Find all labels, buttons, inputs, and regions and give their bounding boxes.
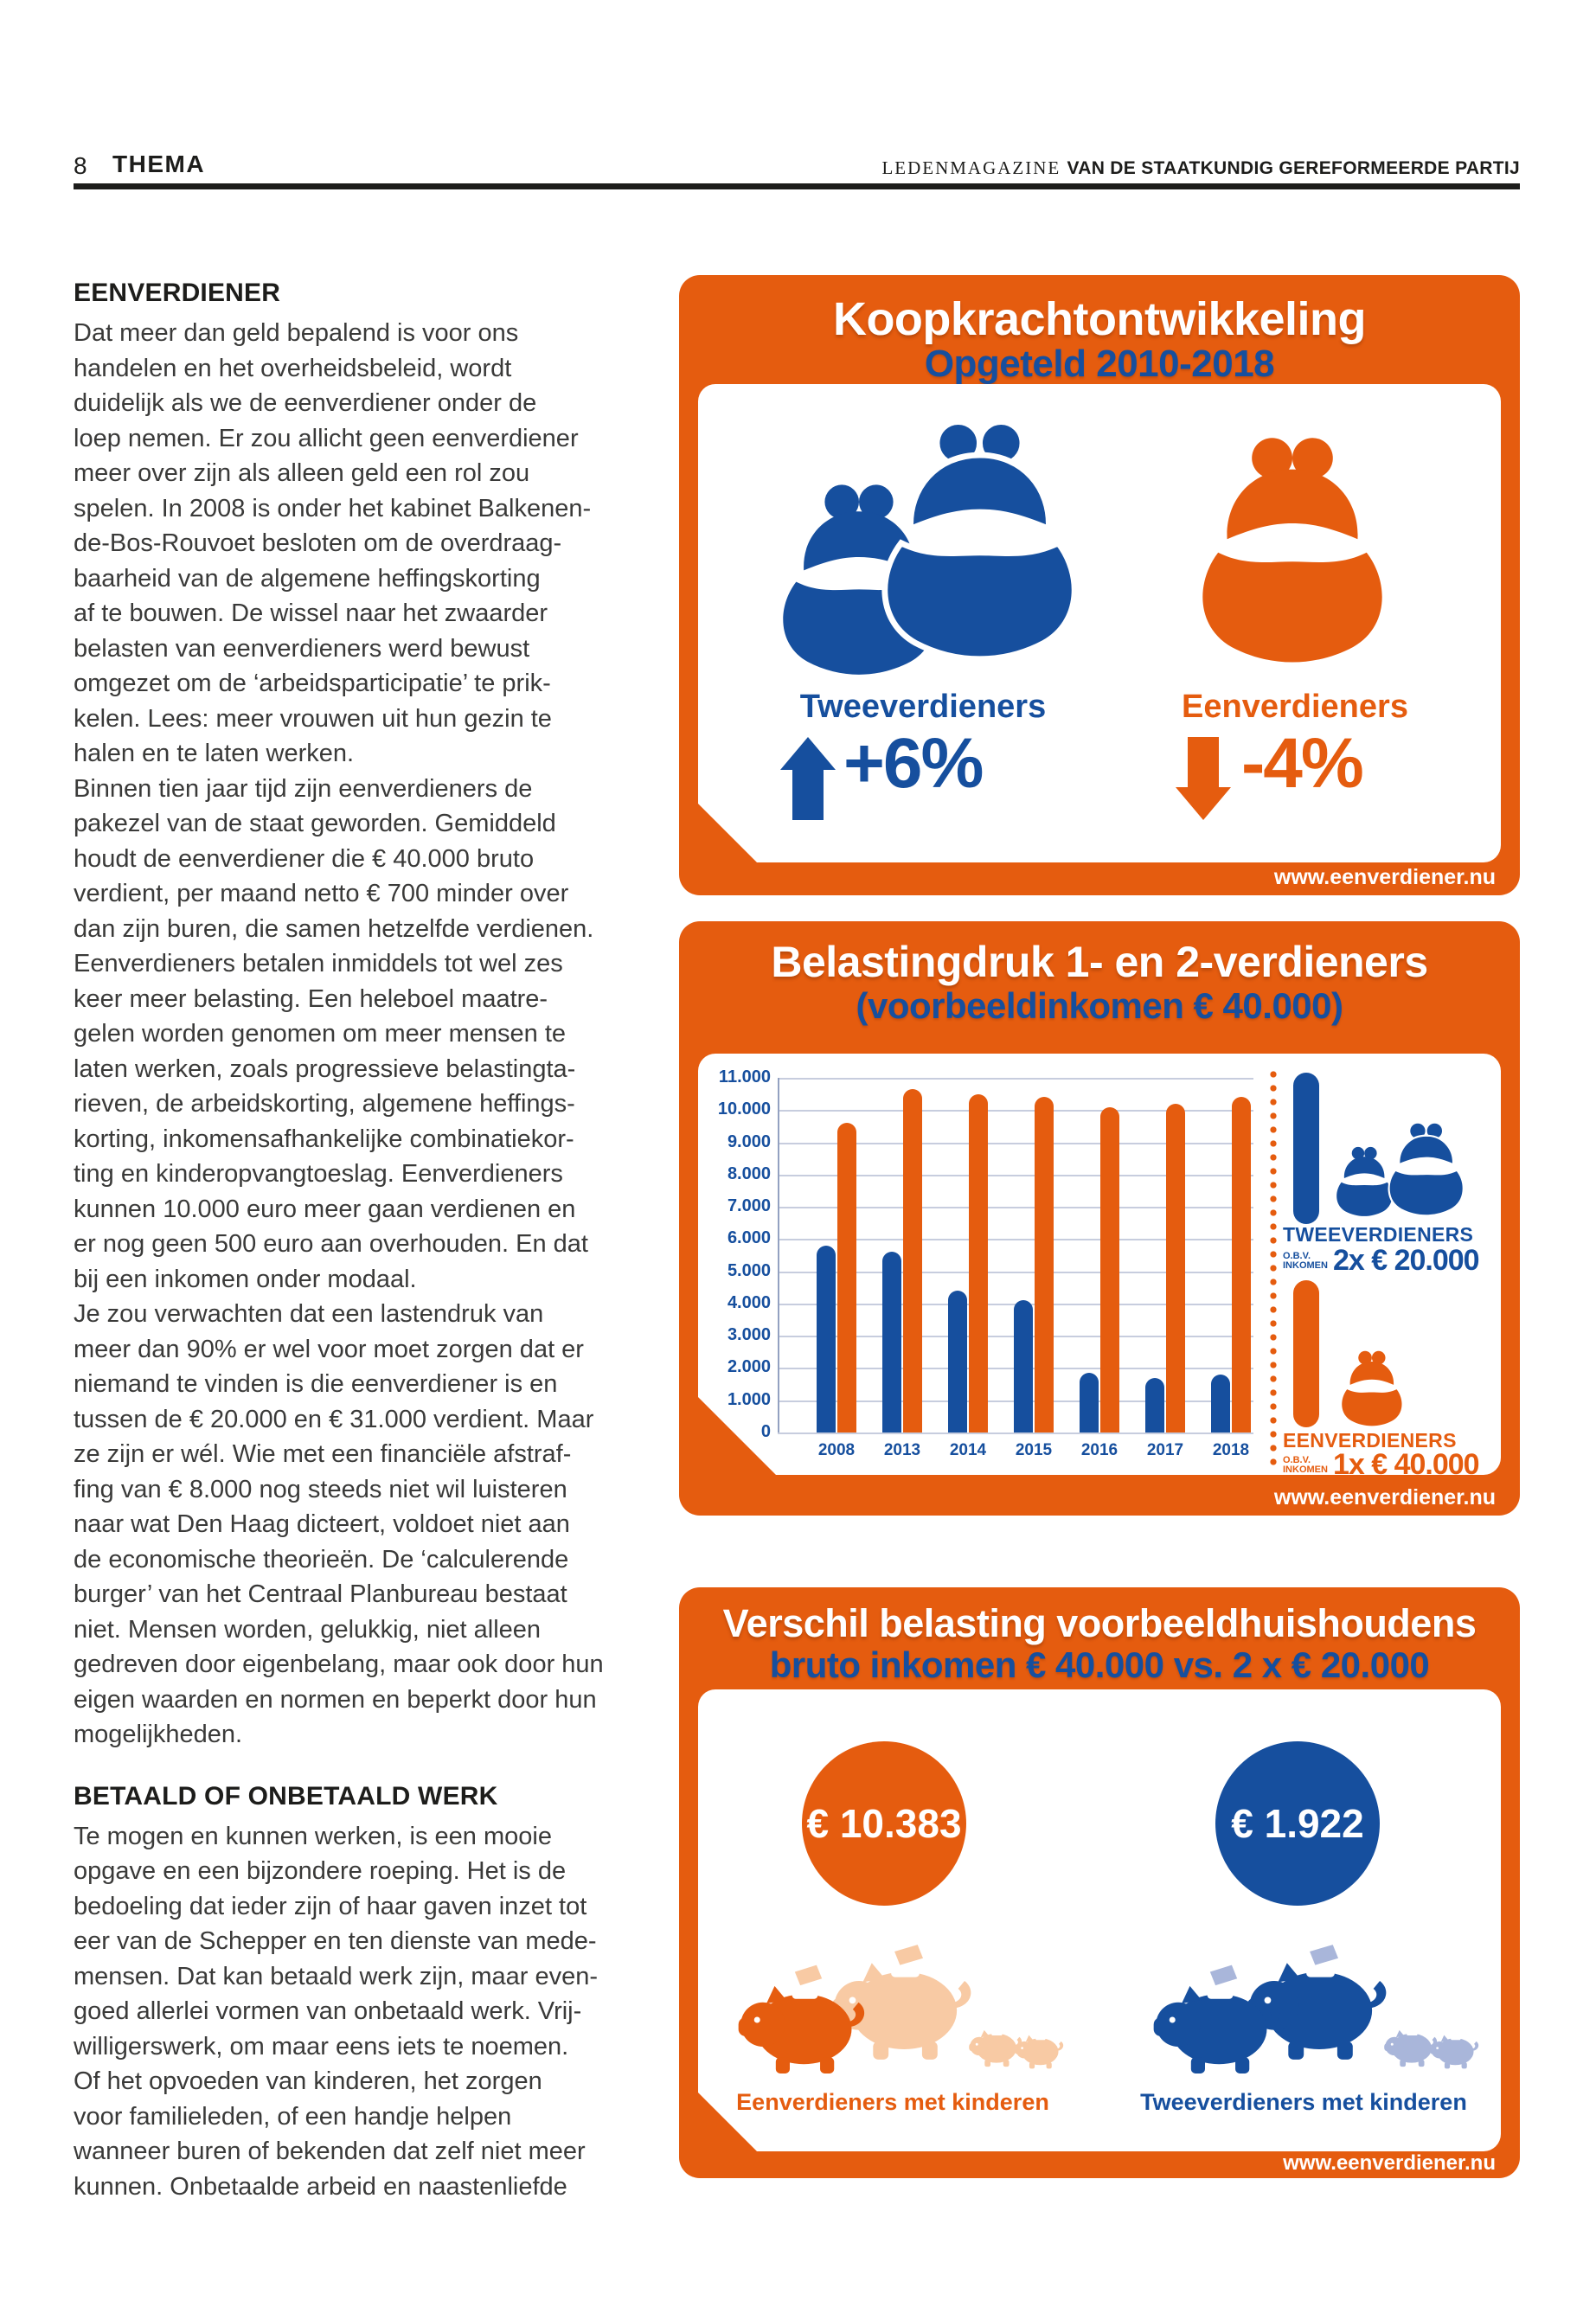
chart-xtick-label: 2014 (949, 1441, 987, 1459)
card3-subtitle: bruto inkomen € 40.000 vs. 2 x € 20.000 (769, 1644, 1430, 1685)
chart-xtick-label: 2015 (1015, 1441, 1053, 1459)
dotted-divider (1269, 1067, 1278, 1471)
value-eenverdieners: -4% (1241, 724, 1364, 803)
article-heading-eenverdiener: EENVERDIENER (74, 279, 281, 307)
label-eenverdieners: Eenverdieners (1182, 689, 1408, 725)
legend-bar-tweeverdieners (1293, 1073, 1319, 1224)
chart-ytick-label: 8.000 (727, 1163, 771, 1183)
chart-bar-blue (948, 1291, 967, 1433)
chart-bar-orange (1100, 1106, 1119, 1433)
chart-bar-orange (1166, 1103, 1185, 1433)
panel-corner-cut (698, 1397, 776, 1475)
chart-gridline (778, 1207, 1253, 1209)
chart-ytick-label: 5.000 (727, 1260, 771, 1280)
chart-xtick-label: 2008 (817, 1441, 856, 1459)
purses-tweeverdieners-icon (783, 413, 1103, 675)
card3-title: Verschil belasting voorbeeldhuishoudens (722, 1601, 1477, 1645)
amount-bubble-tweeverdieners: € 1.922 (1215, 1741, 1380, 1906)
legend-label-eenverdieners: EENVERDIENERS (1283, 1429, 1457, 1452)
piggy-group-eenverdieners-icon (738, 1945, 1064, 2073)
article: EENVERDIENER Dat meer dan geld bepalend … (74, 279, 651, 2234)
section-title: THEMA (112, 151, 206, 177)
website-url: www.eenverdiener.nu (1283, 2151, 1496, 2175)
magazine-credit: LEDENMAGAZINE VAN DE STAATKUNDIG GEREFOR… (881, 157, 1520, 179)
panel-corner-cut (698, 804, 757, 862)
panel-corner-cut (698, 2093, 757, 2151)
chart-xtick-label: 2013 (883, 1441, 921, 1459)
chart-bar-blue (817, 1245, 836, 1433)
legend-value-one: 1x € 40.000 (1332, 1448, 1480, 1481)
legend-obv-two: O.B.V. INKOMEN (1283, 1250, 1328, 1271)
chart-xtick-label: 2018 (1212, 1441, 1250, 1459)
up-arrow-icon (780, 737, 836, 820)
chart-ytick-label: 11.000 (718, 1067, 771, 1086)
legend-value-two: 2x € 20.000 (1332, 1244, 1480, 1277)
chart-bar-blue (1080, 1373, 1099, 1433)
infographic-koopkracht: Koopkrachtontwikkeling Opgeteld 2010-201… (679, 275, 1520, 895)
chart-bar-orange (903, 1089, 922, 1433)
chart-ytick-label: 7.000 (727, 1196, 771, 1216)
chart-gridline (778, 1239, 1253, 1241)
legend-obv-one: O.B.V. INKOMEN (1283, 1454, 1328, 1475)
website-url: www.eenverdiener.nu (1273, 865, 1496, 889)
page-number: 8 (74, 152, 87, 179)
chart-y-axis (778, 1078, 779, 1433)
chart-bar-orange (1232, 1097, 1251, 1433)
infographic-belastingdruk: Belastingdruk 1- en 2-verdieners (voorbe… (679, 921, 1520, 1516)
chart-ytick-label: 2.000 (727, 1357, 771, 1377)
purse-eenverdiener-icon (1202, 438, 1382, 663)
card2-subtitle: (voorbeeldinkomen € 40.000) (856, 985, 1343, 1026)
card3-panel: € 10.383 € 1.922 Eenverdieners met kinde… (698, 1689, 1501, 2151)
header-rule (74, 183, 1520, 189)
card2-title: Belastingdruk 1- en 2-verdieners (771, 938, 1428, 986)
chart-gridline (778, 1433, 1253, 1434)
value-tweeverdieners: +6% (843, 724, 984, 803)
chart-bar-blue (1145, 1377, 1164, 1433)
down-arrow-icon (1176, 737, 1231, 820)
tax-chart: 0 1.000 2.000 3.000 4.000 5.000 6.000 7.000 8.00… (708, 1067, 1271, 1477)
article-paragraph-1: Dat meer dan geld bepalend is voor ons h… (74, 319, 604, 1748)
chart-gridline (778, 1110, 1253, 1112)
label-tweeverdieners: Tweeverdieners (799, 689, 1047, 725)
chart-gridline (778, 1078, 1253, 1080)
chart-ytick-label: 10.000 (717, 1099, 771, 1119)
chart-bar-orange (969, 1093, 988, 1433)
card2-panel: 0 1.000 2.000 3.000 4.000 5.000 6.000 7.000 8.00… (698, 1054, 1501, 1481)
chart-ytick-label: 6.000 (727, 1228, 771, 1248)
chart-bar-blue (882, 1252, 901, 1433)
chart-bar-blue (1211, 1374, 1230, 1433)
article-heading-betaald-werk: BETAALD OF ONBETAALD WERK (74, 1781, 498, 1811)
website-url: www.eenverdiener.nu (1273, 1485, 1496, 1509)
legend-purses-tweeverdieners-icon (1336, 1121, 1465, 1217)
chart-ytick-label: 4.000 (727, 1292, 771, 1312)
magazine-credit-bold: VAN DE STAATKUNDIG GEREFORMEERDE PARTIJ (1067, 158, 1520, 178)
chart-bar-orange (1035, 1097, 1054, 1433)
legend-label-tweeverdieners: TWEEVERDIENERS (1283, 1223, 1474, 1246)
chart-gridline (778, 1174, 1253, 1176)
chart-gridline (778, 1271, 1253, 1273)
article-paragraph-2: Te mogen en kunnen werken, is een mooie … (74, 1822, 599, 2201)
chart-ytick-label: 3.000 (727, 1325, 771, 1345)
chart-gridline (778, 1142, 1253, 1144)
card1-panel: Tweeverdieners Eenverdieners +6% -4% (698, 384, 1501, 862)
amount-bubble-eenverdieners: € 10.383 (802, 1741, 966, 1906)
piggy-group-tweeverdieners-icon (1153, 1945, 1479, 2073)
chart-xtick-label: 2016 (1080, 1441, 1118, 1459)
card1-subtitle: Opgeteld 2010-2018 (924, 343, 1275, 385)
chart-bar-orange (837, 1123, 856, 1433)
caption-eenverdieners-met-kinderen: Eenverdieners met kinderen (736, 2089, 1049, 2115)
card1-title: Koopkrachtontwikkeling (832, 293, 1367, 345)
magazine-credit-light: LEDENMAGAZINE (881, 157, 1067, 178)
caption-tweeverdieners-met-kinderen: Tweeverdieners met kinderen (1140, 2089, 1467, 2115)
legend-bar-eenverdieners (1293, 1280, 1319, 1427)
chart-xtick-label: 2017 (1146, 1441, 1184, 1459)
infographic-verschil: Verschil belasting voorbeeldhuishoudens … (679, 1587, 1520, 2178)
legend-purse-eenverdieners-icon (1342, 1350, 1402, 1426)
chart-ytick-label: 9.000 (727, 1131, 771, 1151)
chart-bar-blue (1014, 1300, 1033, 1433)
